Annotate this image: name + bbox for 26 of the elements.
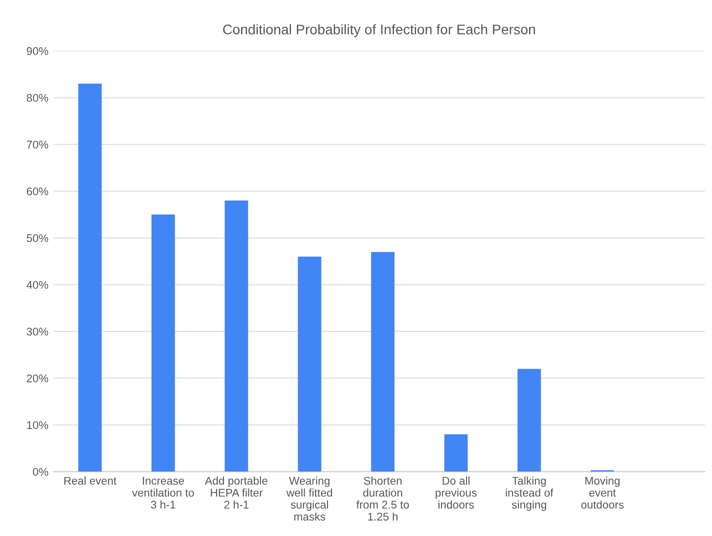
y-tick-label: 50% (26, 234, 48, 242)
bar (78, 84, 102, 472)
y-tick-label: 70% (26, 140, 48, 149)
y-tick-label: 90% (26, 47, 48, 56)
bar (444, 434, 468, 472)
y-tick-label: 30% (26, 328, 48, 336)
x-tick-label: Wearing well fitted surgical masks (286, 476, 332, 521)
bar (298, 256, 322, 472)
y-tick-label: 20% (26, 374, 48, 382)
y-tick-label: 80% (26, 94, 48, 102)
x-tick-label: Talking instead of singing (506, 476, 554, 511)
x-tick-label: Real event (64, 476, 116, 485)
x-tick-label: Add portable HEPA filter 2 h-1 (204, 476, 268, 509)
bar (224, 200, 248, 472)
y-tick-label: 0% (32, 468, 48, 476)
bar (371, 252, 395, 472)
x-tick-label: Shorten duration from 2.5 to 1.25 h (356, 476, 409, 521)
x-tick-label: Moving event outdoors (581, 476, 624, 509)
x-tick-label: Do all previous indoors (436, 476, 477, 509)
bar (151, 214, 175, 472)
y-tick-label: 40% (26, 280, 48, 289)
x-tick-label: Increase ventilation to 3 h-1 (132, 476, 194, 509)
chart-title: Conditional Probability of Infection for Each Person (223, 24, 535, 38)
bar (517, 368, 541, 472)
y-tick-label: 10% (27, 421, 48, 430)
y-tick-label: 60% (26, 187, 48, 196)
